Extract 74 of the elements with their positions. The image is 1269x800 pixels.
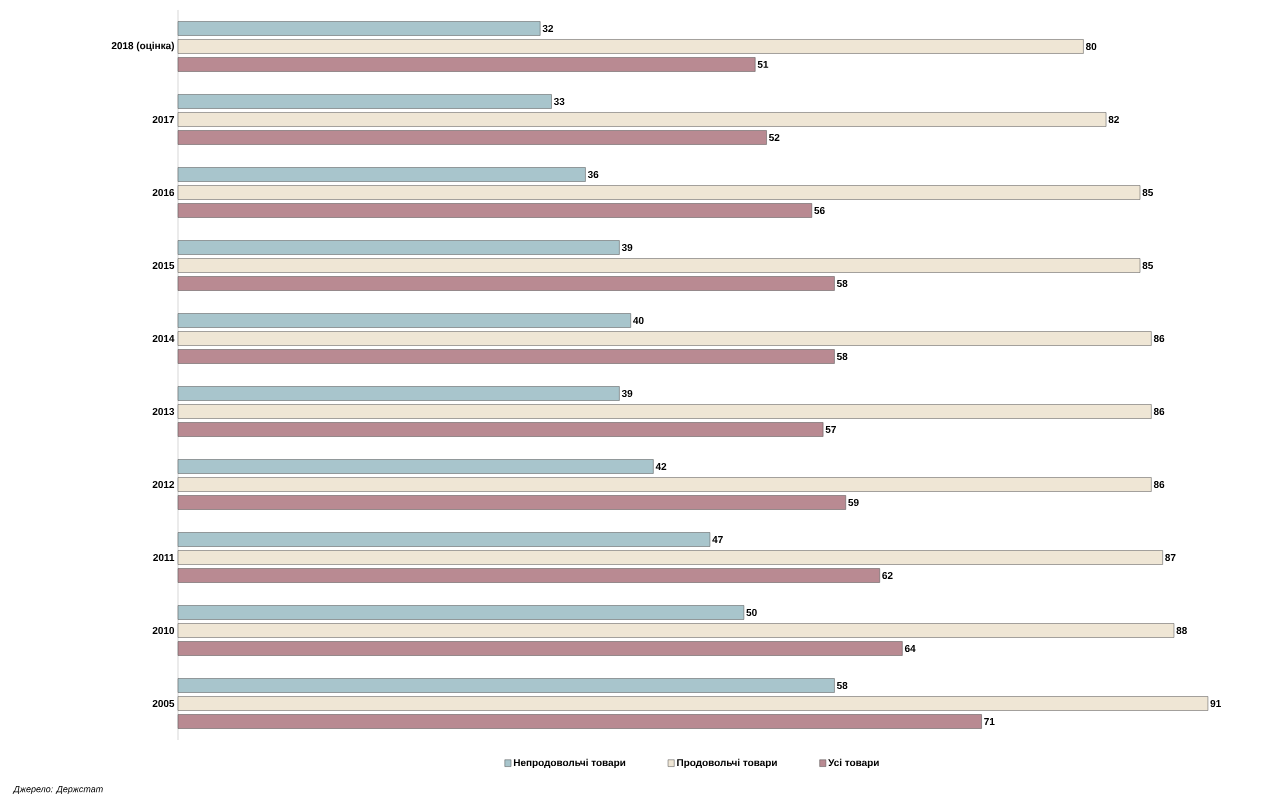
data-label: 51	[757, 61, 769, 68]
bar	[177, 477, 1152, 492]
bar	[177, 404, 1152, 419]
y-tick-label: 2016	[152, 188, 175, 197]
bar	[177, 422, 824, 437]
bar	[177, 349, 835, 364]
data-label: 59	[848, 498, 859, 507]
bar	[177, 532, 711, 547]
data-label: 86	[1153, 480, 1165, 489]
bar	[177, 276, 835, 291]
y-tick-label: 2005	[152, 699, 175, 708]
bar	[177, 678, 835, 693]
y-tick-label: 2015	[152, 261, 175, 270]
bar	[177, 258, 1141, 273]
data-label: 85	[1142, 261, 1154, 270]
data-label: 71	[984, 718, 995, 725]
legend-label: Непродовольчі товари	[513, 758, 626, 769]
data-label: 91	[1210, 699, 1221, 708]
data-label: 52	[769, 133, 780, 142]
bar	[177, 495, 846, 510]
data-label: 33	[553, 97, 565, 106]
data-label: 86	[1153, 407, 1165, 416]
legend-label: Усі товари	[828, 758, 879, 769]
data-label: 80	[1085, 42, 1097, 51]
y-tick-label: 2018 (оцінка)	[111, 41, 174, 52]
bar	[177, 605, 745, 620]
data-label: 82	[1108, 115, 1119, 124]
bar	[177, 313, 631, 328]
bar	[177, 185, 1141, 200]
data-label: 57	[825, 426, 836, 433]
data-label: 39	[621, 243, 633, 252]
bar	[177, 240, 620, 255]
data-label: 42	[655, 463, 667, 470]
data-label: 56	[814, 206, 825, 215]
data-label: 39	[621, 389, 633, 398]
bar	[177, 94, 552, 109]
bar	[177, 623, 1175, 638]
data-label: 50	[746, 608, 757, 617]
y-tick-label: 2013	[152, 407, 175, 416]
data-label: 86	[1153, 334, 1165, 343]
bar	[177, 714, 982, 729]
text: Джерело: Держстат	[12, 785, 103, 795]
data-label: 58	[836, 681, 848, 690]
bar	[177, 112, 1107, 127]
bar	[177, 568, 880, 583]
data-label: 36	[587, 170, 599, 179]
bar	[177, 130, 767, 145]
data-label: 62	[882, 571, 893, 580]
y-tick-label: 2011	[153, 553, 175, 562]
data-label: 88	[1176, 626, 1187, 635]
bar	[177, 696, 1209, 711]
data-label: 58	[836, 279, 848, 288]
y-tick-label: 2010	[152, 626, 175, 635]
data-label: 87	[1165, 553, 1176, 562]
data-label: 40	[633, 316, 644, 325]
data-label: 64	[904, 644, 916, 653]
bar	[177, 550, 1163, 565]
data-label: 58	[836, 352, 848, 361]
bar	[177, 39, 1084, 54]
y-tick-label: 2014	[152, 334, 175, 343]
bar	[177, 641, 903, 656]
bar	[177, 203, 813, 218]
y-tick-label: 2012	[152, 480, 175, 489]
data-label: 32	[542, 24, 554, 33]
bar	[177, 459, 654, 474]
bar	[177, 21, 541, 36]
legend-label: Продовольчі товари	[677, 758, 777, 769]
bar	[177, 386, 620, 401]
bar	[177, 331, 1152, 346]
y-tick-label: 2017	[152, 115, 175, 124]
data-label: 47	[712, 536, 723, 543]
bar	[177, 167, 586, 182]
bar	[177, 57, 756, 72]
data-label: 85	[1142, 188, 1154, 197]
